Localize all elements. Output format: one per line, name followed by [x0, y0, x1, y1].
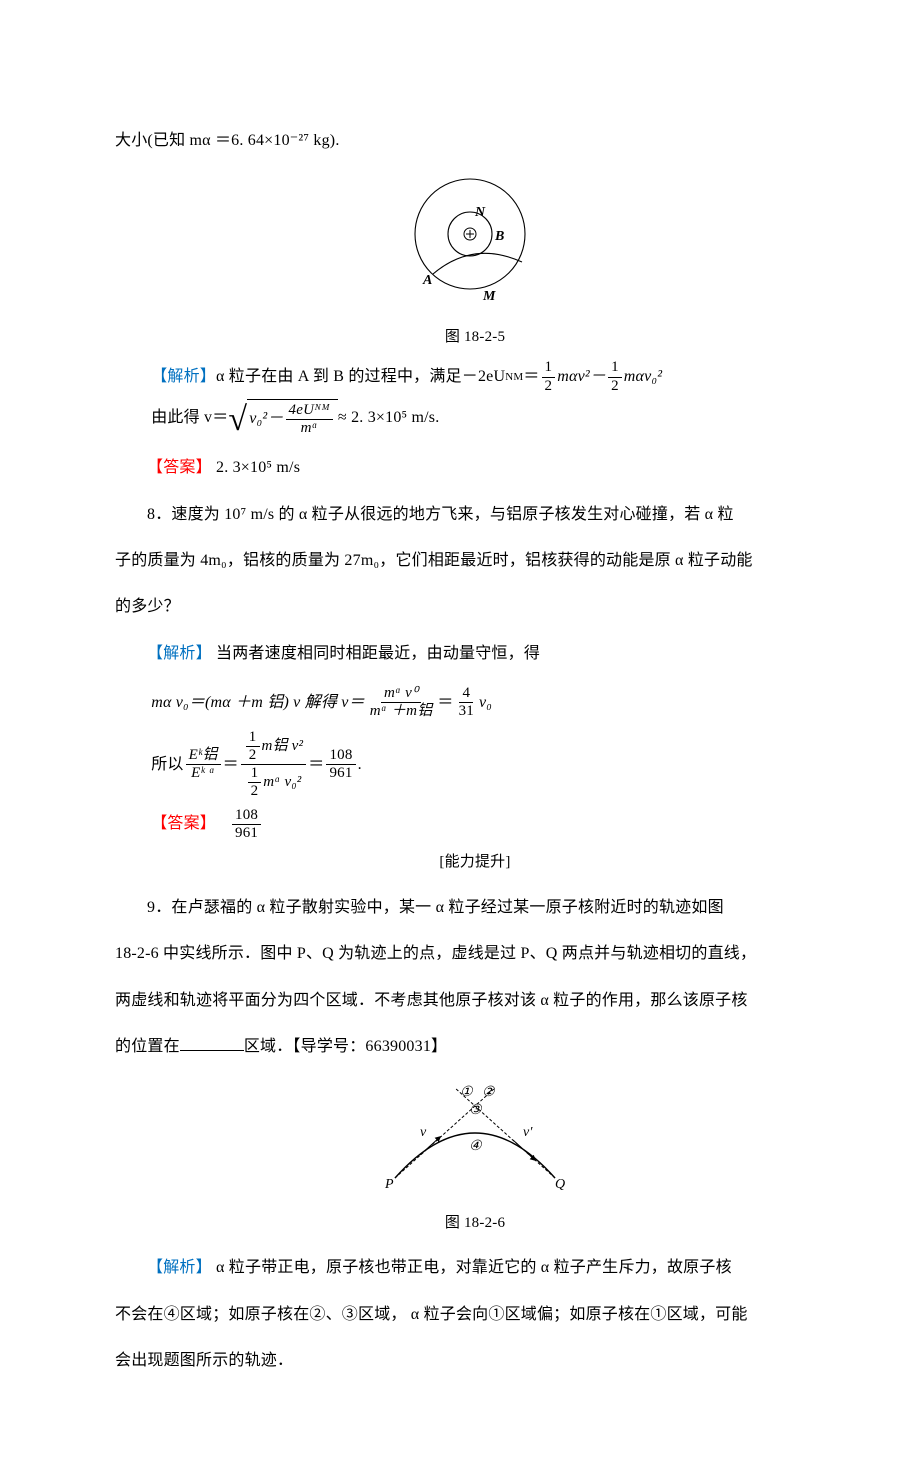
figure-18-2-5: N B A M	[115, 172, 835, 318]
q9-analysis-line1: 【解析】 α 粒子带正电，原子核也带正电，对靠近它的 α 粒子产生斥力，故原子核	[115, 1253, 835, 1283]
label-B: B	[494, 229, 505, 244]
label-A: A	[422, 273, 433, 288]
q7-analysis-line: 【解析】 α 粒子在由 A 到 B 的过程中，满足－2eUNM＝ 12 mα v…	[115, 359, 835, 395]
q8-answer: 【答案】 108 961	[115, 807, 835, 843]
fill-blank	[180, 1034, 244, 1051]
q8-line1: 8．速度为 10⁷ m/s 的 α 粒子从很远的地方飞来，与铝原子核发生对心碰撞…	[115, 500, 835, 530]
q9-analysis-line3: 会出现题图所示的轨迹．	[115, 1346, 835, 1376]
q7-derive-line: 由此得 v＝ √ v₀²－ 4eUᴺᴹ mᵅ ≈ 2. 3×10⁵ m/s.	[115, 399, 835, 438]
q8-line3: 的多少？	[115, 592, 835, 622]
analysis-label: 【解析】	[151, 362, 216, 392]
svg-text:v′: v′	[523, 1125, 533, 1140]
given-data-line: 大小(已知 mα ＝6. 64×10⁻²⁷ kg).	[115, 126, 835, 156]
q7-answer: 【答案】 2. 3×10⁵ m/s	[115, 453, 835, 483]
physics-textbook-page: 大小(已知 mα ＝6. 64×10⁻²⁷ kg). N B A M 图 18-…	[0, 0, 920, 1462]
q8-eq2: 所以 Eᵏ铝 Eᵏ ᵅ ＝ 12 m铝 v² 12 mᵅ v₀² ＝ 108 9…	[115, 729, 835, 801]
q9-line2: 18-2-6 中实线所示．图中 P、Q 为轨迹上的点，虚线是过 P、Q 两点并与…	[115, 939, 835, 969]
q9-line3: 两虚线和轨迹将平面分为四个区域．不考虑其他原子核对该 α 粒子的作用，那么该原子…	[115, 986, 835, 1016]
svg-text:P: P	[384, 1177, 394, 1192]
svg-text:③: ③	[469, 1103, 483, 1118]
q8-line2: 子的质量为 4m₀，铝核的质量为 27m₀，它们相距最近时，铝核获得的动能是原 …	[115, 546, 835, 576]
q9-line4: 的位置在区域．【导学号：66390031】	[115, 1032, 835, 1062]
svg-text:②: ②	[482, 1085, 496, 1100]
q8-analysis-line: 【解析】 当两者速度相同时相距最近，由动量守恒，得	[115, 639, 835, 669]
q9-analysis-line2: 不会在④区域；如原子核在②、③区域， α 粒子会向①区域偏；如原子核在①区域，可…	[115, 1300, 835, 1330]
ability-section-header: [能力提升]	[115, 848, 835, 877]
scattering-trajectory-diagram: P Q v v′ ① ② ③ ④	[365, 1078, 585, 1193]
figure-18-2-5-label: 图 18-2-5	[115, 323, 835, 352]
svg-text:Q: Q	[555, 1177, 565, 1192]
label-N: N	[474, 205, 486, 220]
figure-18-2-6: P Q v v′ ① ② ③ ④	[115, 1078, 835, 1204]
svg-text:v: v	[420, 1125, 427, 1140]
atom-circle-diagram: N B A M	[385, 172, 565, 307]
svg-text:④: ④	[469, 1139, 483, 1154]
q8-eq1: mα v₀＝(mα ＋m 铝) v 解得 v＝ mᵅ v⁰ mᵅ ＋m铝 ＝ 4…	[115, 685, 835, 721]
figure-18-2-6-label: 图 18-2-6	[115, 1209, 835, 1238]
q9-line1: 9．在卢瑟福的 α 粒子散射实验中，某一 α 粒子经过某一原子核附近时的轨迹如图	[115, 893, 835, 923]
label-M: M	[482, 289, 496, 304]
svg-text:①: ①	[460, 1085, 474, 1100]
